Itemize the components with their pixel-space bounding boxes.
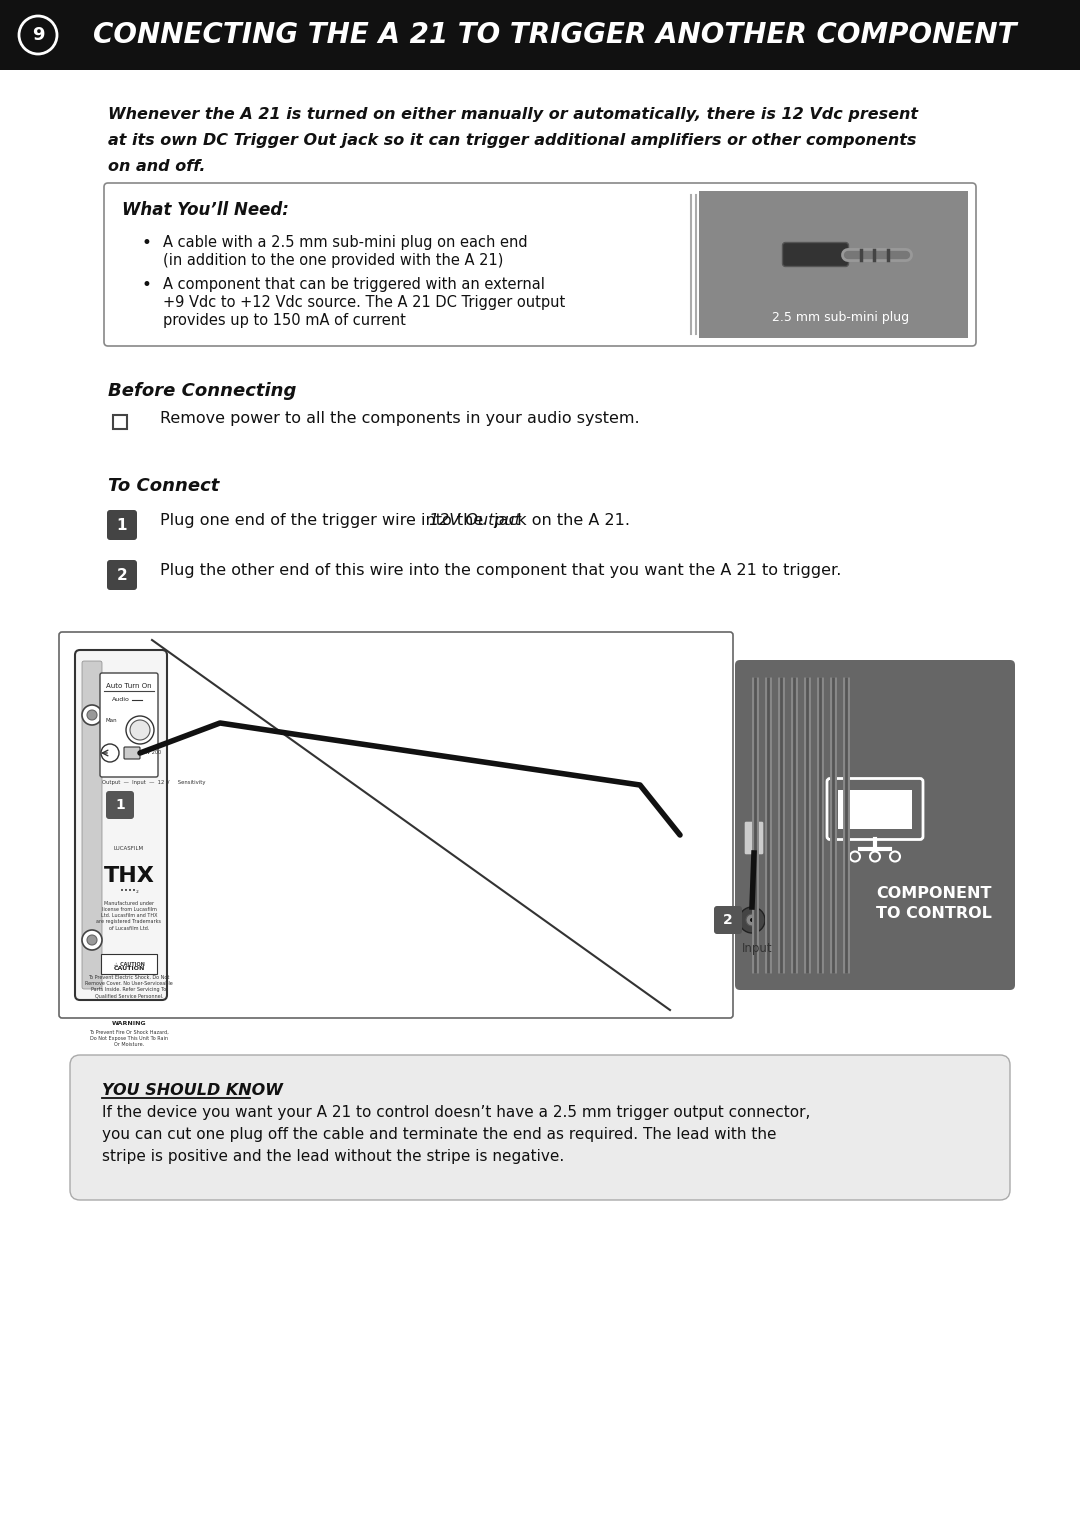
FancyBboxPatch shape [104, 183, 976, 347]
Text: THX: THX [104, 866, 154, 886]
Text: COMPONENT: COMPONENT [877, 886, 993, 901]
Text: 2: 2 [117, 568, 127, 582]
Text: jack on the A 21.: jack on the A 21. [489, 513, 630, 528]
FancyBboxPatch shape [107, 510, 137, 541]
Text: To Connect: To Connect [108, 476, 219, 495]
Text: +9 Vdc to +12 Vdc source. The A 21 DC Trigger output: +9 Vdc to +12 Vdc source. The A 21 DC Tr… [163, 295, 565, 310]
Text: YOU SHOULD KNOW: YOU SHOULD KNOW [102, 1083, 283, 1098]
Circle shape [126, 716, 154, 744]
Text: Whenever the A 21 is turned on either manually or automatically, there is 12 Vdc: Whenever the A 21 is turned on either ma… [108, 107, 918, 122]
Text: To Prevent Electric Shock, Do Not
Remove Cover. No User-Serviceable
Parts Inside: To Prevent Electric Shock, Do Not Remove… [85, 974, 173, 999]
Text: you can cut one plug off the cable and terminate the end as required. The lead w: you can cut one plug off the cable and t… [102, 1127, 777, 1142]
FancyBboxPatch shape [82, 661, 102, 989]
Text: 1: 1 [116, 799, 125, 812]
Circle shape [739, 907, 765, 933]
Bar [699, 191, 968, 337]
Text: If the device you want your A 21 to control doesn’t have a 2.5 mm trigger output: If the device you want your A 21 to cont… [102, 1106, 810, 1119]
Text: TO CONTROL: TO CONTROL [877, 906, 993, 921]
Text: ⚠ CAUTION: ⚠ CAUTION [113, 962, 145, 967]
Text: LUCASFILM: LUCASFILM [113, 846, 144, 851]
Text: Output  —  Input  —  12 V     Sensitivity: Output — Input — 12 V Sensitivity [102, 780, 205, 785]
FancyBboxPatch shape [75, 651, 167, 1000]
Text: at its own DC Trigger Out jack so it can trigger additional amplifiers or other : at its own DC Trigger Out jack so it can… [108, 133, 916, 148]
Text: CONNECTING THE A 21 TO TRIGGER ANOTHER COMPONENT: CONNECTING THE A 21 TO TRIGGER ANOTHER C… [93, 21, 1016, 49]
Text: WARNING: WARNING [111, 1022, 146, 1026]
FancyBboxPatch shape [107, 560, 137, 589]
Text: Before Connecting: Before Connecting [108, 382, 296, 400]
Text: provides up to 150 mA of current: provides up to 150 mA of current [163, 313, 406, 328]
Text: A cable with a 2.5 mm sub-mini plug on each end: A cable with a 2.5 mm sub-mini plug on e… [163, 235, 528, 250]
Circle shape [82, 705, 102, 725]
Text: What You’ll Need:: What You’ll Need: [122, 202, 288, 218]
FancyBboxPatch shape [735, 660, 1015, 989]
Text: Manufactured under
license from Lucasfilm
Ltd. Lucasfilm and THX
are registered : Manufactured under license from Lucasfil… [96, 901, 162, 930]
Text: 1: 1 [117, 518, 127, 533]
FancyBboxPatch shape [124, 747, 140, 759]
Text: mV 200: mV 200 [141, 750, 161, 756]
Bar [113, 415, 127, 429]
Circle shape [746, 915, 758, 925]
Bar [0, 0, 1080, 70]
FancyBboxPatch shape [100, 673, 158, 777]
FancyBboxPatch shape [70, 1055, 1010, 1200]
Text: To Prevent Fire Or Shock Hazard,
Do Not Expose This Unit To Rain
Or Moisture.: To Prevent Fire Or Shock Hazard, Do Not … [90, 1029, 168, 1048]
Circle shape [82, 930, 102, 950]
Text: Remove power to all the components in your audio system.: Remove power to all the components in yo… [160, 411, 639, 426]
Text: Plug the other end of this wire into the component that you want the A 21 to tri: Plug the other end of this wire into the… [160, 563, 841, 579]
Text: Input: Input [742, 942, 772, 954]
FancyBboxPatch shape [783, 243, 849, 267]
Text: 2: 2 [724, 913, 733, 927]
Text: 2.5 mm sub-mini plug: 2.5 mm sub-mini plug [772, 312, 909, 324]
Text: •: • [141, 276, 151, 295]
FancyBboxPatch shape [106, 791, 134, 818]
Text: CAUTION: CAUTION [113, 965, 145, 971]
Text: on and off.: on and off. [108, 159, 205, 174]
Text: A component that can be triggered with an external: A component that can be triggered with a… [163, 276, 545, 292]
Circle shape [130, 721, 150, 741]
Circle shape [102, 744, 119, 762]
Circle shape [87, 710, 97, 721]
FancyBboxPatch shape [744, 822, 764, 855]
Circle shape [750, 918, 754, 922]
Text: Man: Man [106, 718, 118, 722]
FancyBboxPatch shape [714, 906, 742, 935]
Text: 12V Output: 12V Output [429, 513, 521, 528]
Text: Plug one end of the trigger wire into the: Plug one end of the trigger wire into th… [160, 513, 488, 528]
Circle shape [87, 935, 97, 945]
Text: Audio: Audio [112, 696, 130, 702]
Text: ••••₂: ••••₂ [120, 887, 138, 893]
Text: •: • [141, 234, 151, 252]
Bar [838, 789, 912, 829]
Text: Auto Turn On: Auto Turn On [106, 683, 152, 689]
FancyBboxPatch shape [59, 632, 733, 1019]
Text: stripe is positive and the lead without the stripe is negative.: stripe is positive and the lead without … [102, 1148, 564, 1164]
Text: (in addition to the one provided with the A 21): (in addition to the one provided with th… [163, 253, 503, 269]
FancyBboxPatch shape [102, 954, 157, 974]
Text: 9: 9 [31, 26, 44, 44]
